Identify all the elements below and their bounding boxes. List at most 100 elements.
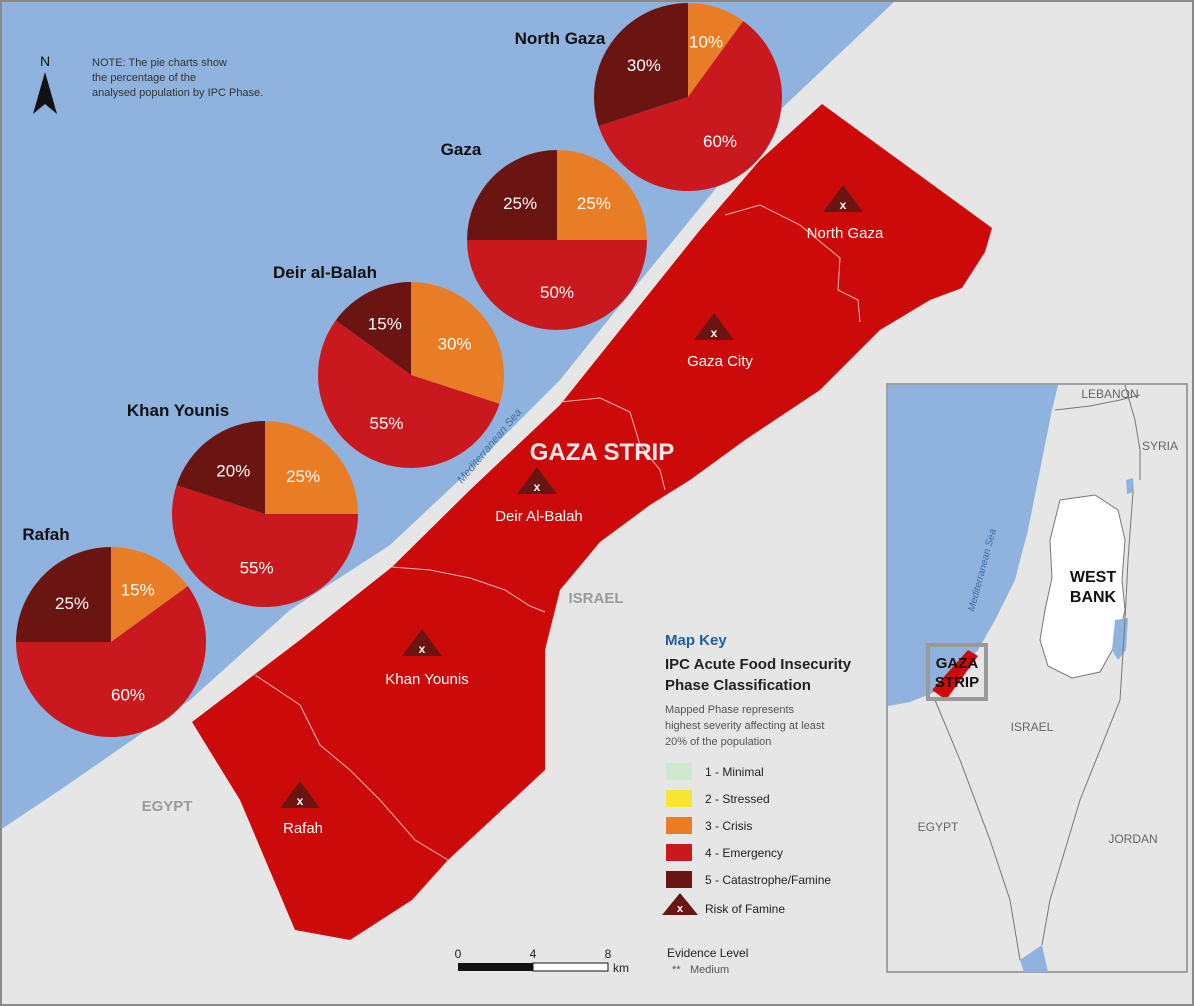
municipality-deir-al-balah: x Deir Al-Balah bbox=[495, 467, 583, 525]
pie-slice-label: 50% bbox=[540, 283, 574, 302]
pie-gaza: Gaza 25% 50% 25% bbox=[441, 140, 647, 330]
inset-galilee bbox=[1126, 478, 1134, 494]
key-sub-line3: 20% of the population bbox=[665, 736, 771, 748]
note-line-1: NOTE: The pie charts show bbox=[92, 57, 227, 69]
pie-slice-label: 30% bbox=[627, 56, 661, 75]
note-line-3: analysed population by IPC Phase. bbox=[92, 87, 263, 99]
key-item-3: 3 - Crisis bbox=[666, 817, 752, 834]
famine-risk-marker: x bbox=[419, 642, 426, 656]
inset-israel: ISRAEL bbox=[1011, 720, 1054, 734]
pie-slice-phase-5 bbox=[176, 421, 265, 514]
inset-map: LEBANON SYRIA WEST BANK GAZA STRIP ISRAE… bbox=[886, 383, 1188, 973]
key-swatch bbox=[666, 817, 692, 834]
pie-slice-phase-4 bbox=[171, 485, 358, 607]
key-item-5: 5 - Catastrophe/Famine bbox=[666, 871, 831, 888]
key-label: 1 - Minimal bbox=[705, 765, 764, 779]
inset-border-lebanon bbox=[1054, 394, 1141, 411]
inset-syria: SYRIA bbox=[1142, 439, 1178, 453]
key-label: 4 - Emergency bbox=[705, 846, 783, 860]
inset-west-line2: BANK bbox=[1070, 589, 1117, 606]
pie-slice-phase-4 bbox=[318, 320, 500, 468]
pie-slice-label: 60% bbox=[703, 132, 737, 151]
famine-risk-icon bbox=[823, 185, 863, 212]
famine-risk-marker: x bbox=[840, 198, 847, 212]
scale-seg-black bbox=[458, 963, 533, 971]
key-label: 2 - Stressed bbox=[705, 792, 770, 806]
key-item-2: 2 - Stressed bbox=[666, 790, 770, 807]
scale-seg-white bbox=[532, 962, 609, 972]
inset-borders bbox=[934, 384, 1141, 961]
pie-slice-label: 10% bbox=[689, 33, 723, 52]
evidence-stars: ** bbox=[672, 964, 681, 976]
pie-slice-label: 25% bbox=[577, 194, 611, 213]
north-arrow: N bbox=[33, 53, 57, 114]
inset-border-jordan bbox=[1041, 491, 1134, 946]
pie-rafah: Rafah 15% 60% 25% bbox=[16, 525, 206, 737]
evidence-title: Evidence Level bbox=[667, 946, 748, 960]
pie-north-gaza: North Gaza 10% 60% 30% bbox=[515, 2, 782, 191]
scale-tick-0: 0 bbox=[455, 947, 462, 961]
pie-title-khan-younis: Khan Younis bbox=[127, 401, 229, 420]
municipality-label: Rafah bbox=[283, 820, 323, 837]
key-title-line2: Phase Classification bbox=[665, 677, 811, 694]
scale-tick-8: 8 bbox=[605, 947, 612, 961]
north-arrow-icon bbox=[33, 72, 57, 114]
famine-key-icon bbox=[662, 893, 698, 915]
famine-key-marker: x bbox=[677, 903, 684, 915]
municipality-label: Deir Al-Balah bbox=[495, 508, 583, 525]
inset-west-bank bbox=[1039, 494, 1126, 679]
strip-label: GAZA STRIP bbox=[530, 439, 674, 466]
key-sub-line2: highest severity affecting at least bbox=[665, 720, 824, 732]
inset-gaza-strip bbox=[932, 650, 978, 700]
pie-slice-phase-3 bbox=[111, 547, 188, 642]
north-label: N bbox=[40, 53, 50, 69]
pie-slice-label: 55% bbox=[369, 414, 403, 433]
inset-gaza-line2: STRIP bbox=[935, 674, 979, 691]
pie-slice-phase-3 bbox=[265, 421, 358, 514]
pie-slice-label: 15% bbox=[368, 315, 402, 334]
famine-risk-marker: x bbox=[711, 326, 718, 340]
map-note: NOTE: The pie charts show the percentage … bbox=[92, 57, 263, 99]
key-title-line1: IPC Acute Food Insecurity bbox=[665, 656, 852, 673]
scale-unit: km bbox=[613, 961, 629, 975]
key-item-4: 4 - Emergency bbox=[666, 844, 783, 861]
key-swatch bbox=[666, 790, 692, 807]
key-label: 3 - Crisis bbox=[705, 819, 752, 833]
governorate-borders bbox=[254, 204, 861, 861]
pie-slice-phase-3 bbox=[411, 282, 505, 404]
pie-slice-label: 25% bbox=[503, 194, 537, 213]
pie-khan-younis: Khan Younis 25% 55% 20% bbox=[127, 401, 358, 607]
pie-deir-al-balah: Deir al-Balah 30% 55% 15% bbox=[273, 263, 505, 468]
inset-sea bbox=[888, 385, 1058, 706]
pie-slice-label: 25% bbox=[55, 594, 89, 613]
pie-slice-label: 15% bbox=[121, 581, 155, 600]
pie-slice-label: 30% bbox=[438, 334, 472, 353]
inset-border-syria bbox=[1124, 384, 1141, 480]
municipality-label: North Gaza bbox=[807, 225, 884, 242]
map-key: Map Key IPC Acute Food Insecurity Phase … bbox=[662, 632, 852, 916]
border-north-gaza bbox=[724, 204, 861, 323]
key-swatch bbox=[666, 871, 692, 888]
key-label: 5 - Catastrophe/Famine bbox=[705, 873, 831, 887]
pie-title-deir-al-balah: Deir al-Balah bbox=[273, 263, 377, 282]
inset-lebanon: LEBANON bbox=[1081, 387, 1138, 401]
famine-risk-icon bbox=[280, 781, 320, 808]
pie-slice-phase-5 bbox=[593, 2, 688, 127]
pie-title-north-gaza: North Gaza bbox=[515, 29, 606, 48]
evidence-level-text: Medium bbox=[690, 964, 729, 976]
pie-slice-label: 60% bbox=[111, 685, 145, 704]
pie-slice-phase-3 bbox=[557, 150, 647, 240]
pie-slice-label: 25% bbox=[286, 467, 320, 486]
municipality-label: Gaza City bbox=[687, 353, 753, 370]
pie-title-gaza: Gaza bbox=[441, 140, 482, 159]
border-khan-rafah bbox=[254, 674, 449, 861]
inset-gulf-aqaba bbox=[1020, 945, 1048, 972]
egypt-label: EGYPT bbox=[142, 798, 193, 815]
key-swatch bbox=[666, 844, 692, 861]
key-swatch bbox=[666, 763, 692, 780]
pie-slice-phase-5 bbox=[467, 150, 557, 240]
pie-slice-phase-5 bbox=[16, 547, 111, 642]
municipality-gaza-city: x Gaza City bbox=[687, 313, 753, 370]
